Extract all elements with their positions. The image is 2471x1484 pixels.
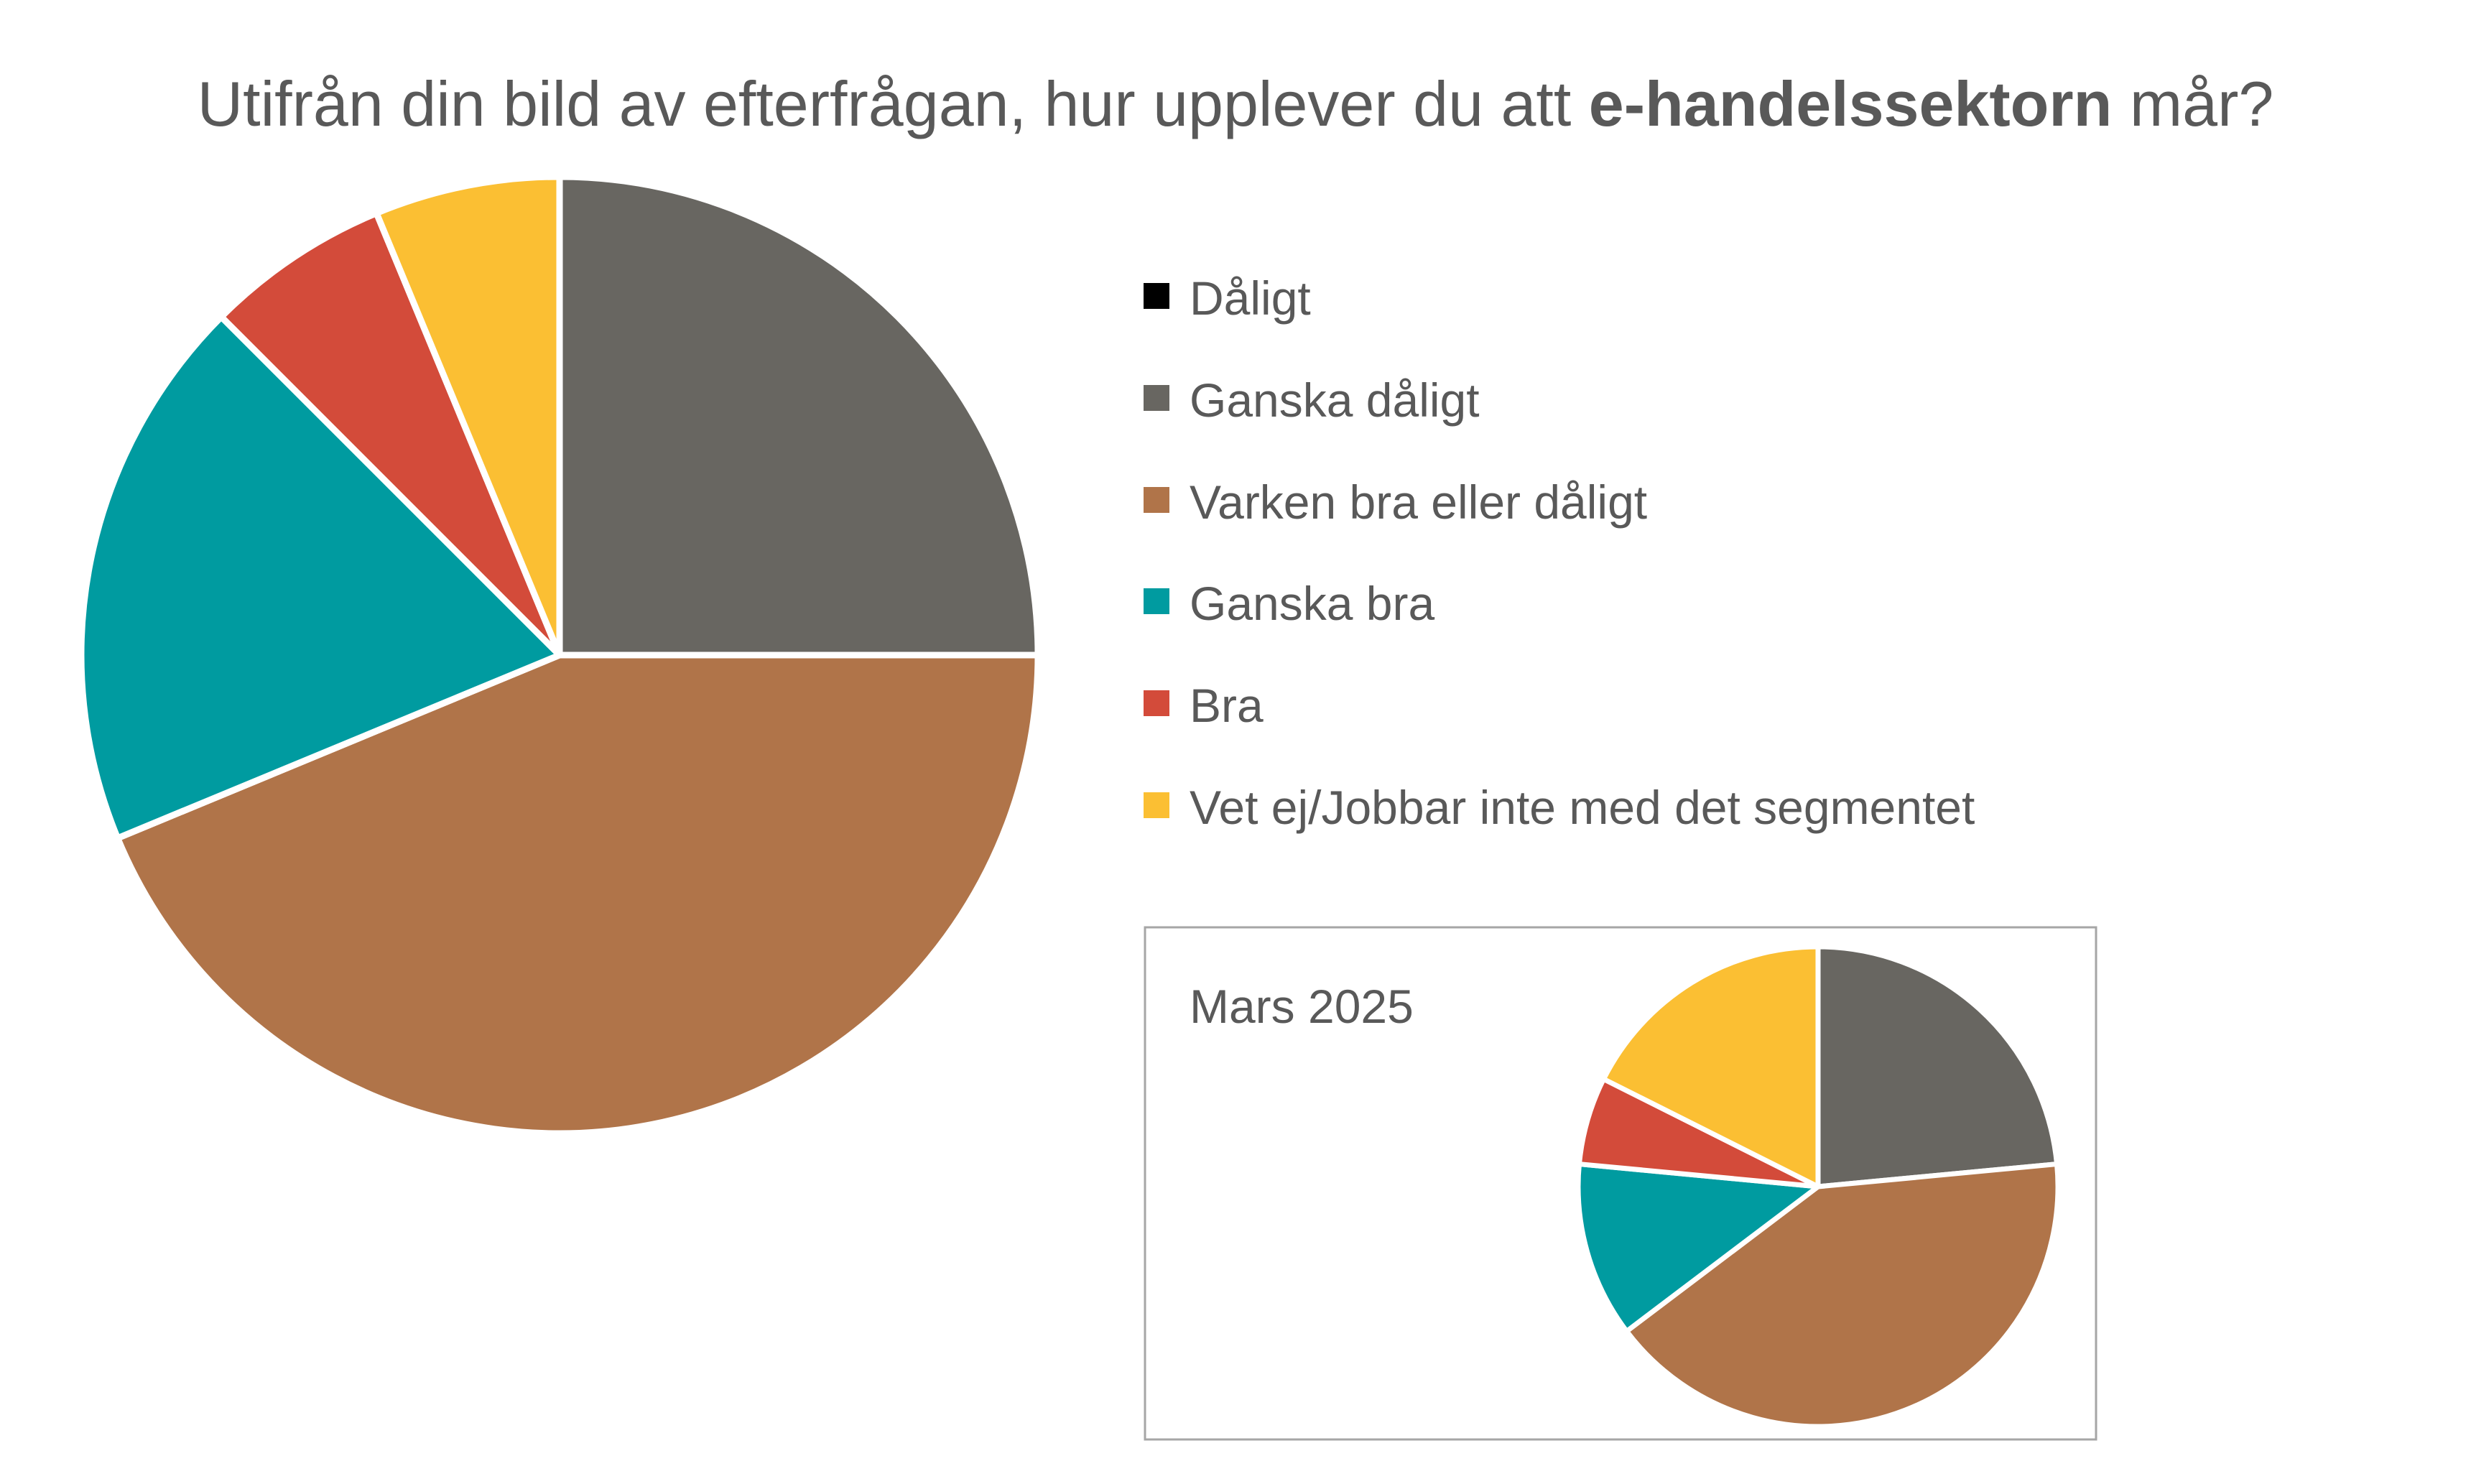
legend-label: Ganska dåligt [1190, 374, 1480, 427]
comparison-slice-ganska-bra [1575, 1161, 1821, 1334]
legend-swatch [1144, 487, 1169, 513]
comparison-label: Mars 2025 [1190, 980, 1414, 1033]
legend-item: Varken bra eller dåligt [1144, 476, 1647, 529]
main-slice-ganska-bra [78, 313, 563, 842]
legend-swatch [1144, 792, 1169, 818]
legend-swatch [1144, 283, 1169, 309]
legend: Dåligt Ganska dåligt Varken bra eller dåli… [1144, 272, 1975, 834]
main-slice-ganska-dåligt [556, 173, 1042, 659]
legend-swatch [1144, 690, 1169, 716]
legend-label: Ganska bra [1190, 577, 1434, 630]
comparison-slice-ganska-dåligt [1815, 944, 2060, 1189]
main-slice-bra [218, 210, 563, 659]
comparison-slice-vet-ej-jobbar-inte-med-det-segmentet [1600, 944, 1821, 1189]
legend-label: Bra [1190, 679, 1264, 732]
legend-swatch [1144, 385, 1169, 411]
legend-label: Dåligt [1190, 272, 1311, 325]
legend-item: Bra [1144, 679, 1264, 732]
legend-label: Vet ej/Jobbar inte med det segmentet [1190, 781, 1975, 834]
legend-item: Vet ej/Jobbar inte med det segmentet [1144, 781, 1975, 834]
legend-item: Ganska dåligt [1144, 374, 1480, 427]
legend-label: Varken bra eller dåligt [1190, 476, 1647, 529]
main-pie [78, 173, 1042, 1137]
chart-title: Utifrån din bild av efterfrågan, hur upp… [198, 68, 2274, 139]
comparison-pie [1575, 944, 2061, 1429]
main-slice-varken-bra-eller-dåligt [114, 651, 1042, 1137]
main-slice-vet-ej-jobbar-inte-med-det-segmentet [373, 173, 563, 659]
legend-swatch [1144, 588, 1169, 614]
comparison-slice-varken-bra-eller-dåligt [1624, 1161, 2061, 1429]
legend-item: Ganska bra [1144, 577, 1434, 630]
legend-item: Dåligt [1144, 272, 1311, 325]
